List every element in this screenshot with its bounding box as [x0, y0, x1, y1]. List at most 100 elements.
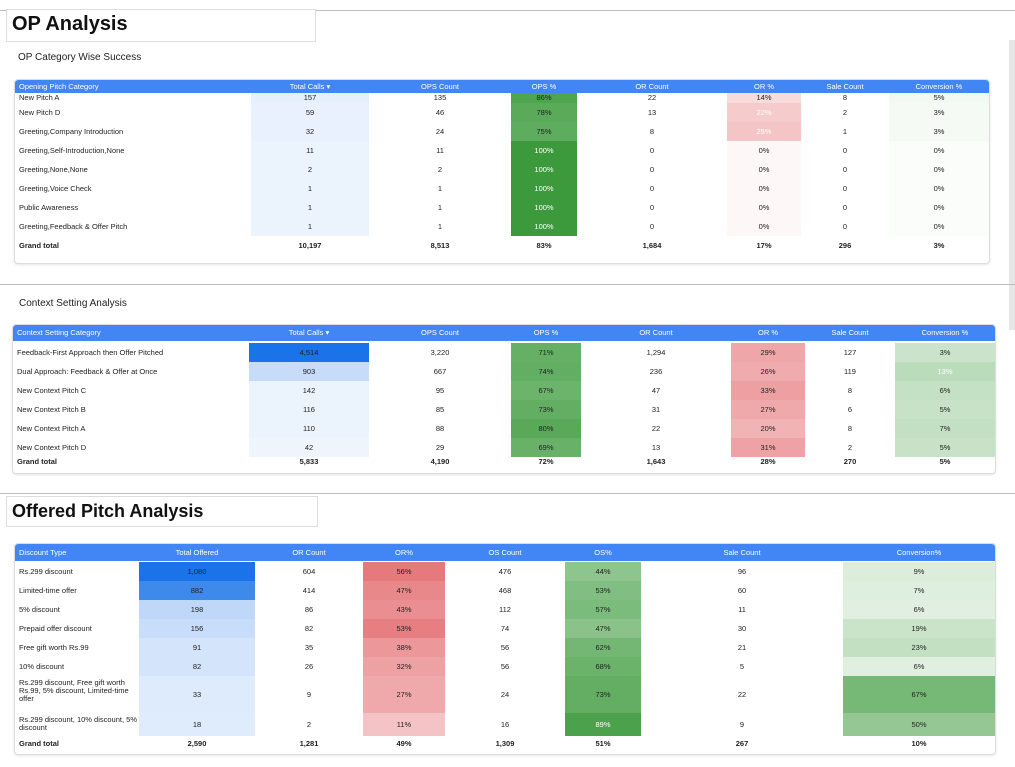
row-label: New Context Pitch A — [17, 424, 86, 433]
table-cell: 0% — [889, 198, 989, 217]
column-header: Sale Count — [723, 548, 761, 557]
grand-total-cell: 1,684 — [642, 241, 662, 250]
table-row[interactable]: Limited-time offer 882 414 47% 468 53% 60 7% — [15, 581, 995, 600]
table-row[interactable]: Rs.299 discount, Free gift worth Rs.99, … — [15, 676, 995, 713]
row-label: Public Awareness — [19, 203, 79, 212]
grand-total-row: Grand total 2,590 1,281 49% 1,309 51% 267 10% — [15, 737, 995, 751]
column-header[interactable]: Total Offered — [175, 548, 219, 557]
table-cell: 26% — [731, 362, 805, 381]
table-cell: 59 — [251, 103, 369, 122]
table-cell: 4,514 — [249, 343, 369, 362]
column-header[interactable]: Total Calls ▾ — [288, 328, 330, 337]
table-cell: 11 — [436, 146, 444, 155]
table-cell: 903 — [249, 362, 369, 381]
table-cell: 3% — [889, 103, 989, 122]
table-cell: 32 — [251, 122, 369, 141]
column-header: OPS Count — [421, 328, 459, 337]
row-label: Greeting,Self-Introduction,None — [19, 146, 125, 155]
column-header: OR % — [757, 328, 778, 337]
table-cell: 22 — [651, 424, 661, 433]
table-cell: 7% — [895, 419, 995, 438]
table-row[interactable]: 5% discount 198 86 43% 112 57% 11 6% — [15, 600, 995, 619]
table-cell: 127 — [843, 348, 857, 357]
table-cell: 0 — [842, 222, 848, 231]
table-cell: 23% — [843, 638, 995, 657]
table-cell: 78% — [511, 103, 577, 122]
column-header[interactable]: Total Calls ▾ — [289, 82, 331, 91]
op-category-subtitle: OP Category Wise Success — [18, 52, 142, 63]
table-cell: 27% — [363, 676, 445, 713]
table-row[interactable]: Greeting,Voice Check 1 1 100% 0 0% 0 0% — [15, 179, 989, 198]
table-cell: 73% — [565, 676, 641, 713]
table-cell: 100% — [511, 217, 577, 236]
table-cell: 29 — [435, 443, 445, 452]
table-cell: 20% — [731, 419, 805, 438]
table-row[interactable]: Rs.299 discount, 10% discount, 5% discou… — [15, 713, 995, 736]
column-header: OR Count — [292, 548, 326, 557]
table-cell: 57% — [565, 600, 641, 619]
table-cell: 156 — [139, 619, 255, 638]
table-cell: 1 — [437, 222, 443, 231]
table-row[interactable]: New Pitch D 59 46 78% 13 22% 2 3% — [15, 103, 989, 122]
grand-total-cell: 1,281 — [299, 739, 319, 748]
table-row[interactable]: Greeting,Self-Introduction,None 11 11 100% 0… — [15, 141, 989, 160]
grand-total-cell: 5% — [939, 457, 951, 466]
table-row[interactable]: Greeting,None,None 2 2 100% 0 0% 0 0% — [15, 160, 989, 179]
table-cell: 89% — [565, 713, 641, 736]
offered-pitch-header-box — [6, 496, 318, 527]
context-setting-subtitle: Context Setting Analysis — [19, 298, 127, 309]
row-label: New Context Pitch D — [17, 443, 87, 452]
table-row[interactable]: Free gift worth Rs.99 91 35 38% 56 62% 21 23% — [15, 638, 995, 657]
row-label: 5% discount — [19, 605, 60, 614]
table-row[interactable]: Prepaid offer discount 156 82 53% 74 47% 30 19% — [15, 619, 995, 638]
table-cell: 18 — [139, 713, 255, 736]
table-cell: 74% — [511, 362, 581, 381]
table-row[interactable]: 10% discount 82 26 32% 56 68% 5 6% — [15, 657, 995, 676]
table-cell: 0% — [727, 141, 801, 160]
grand-total-label: Grand total — [17, 457, 58, 466]
table-cell: 56 — [500, 662, 510, 671]
table-row[interactable]: Public Awareness 1 1 100% 0 0% 0 0% — [15, 198, 989, 217]
table-row[interactable]: Greeting,Company Introduction 32 24 75% 8 25%… — [15, 122, 989, 141]
column-header: Conversion% — [896, 548, 942, 557]
vertical-scrollbar[interactable] — [1009, 40, 1015, 330]
table-row[interactable]: Rs.299 discount 1,080 604 56% 476 44% 96 9% — [15, 562, 995, 581]
table-row[interactable]: New Context Pitch A 110 88 80% 22 20% 8 7% — [13, 419, 995, 438]
table-cell: 53% — [565, 581, 641, 600]
column-header: OR % — [753, 82, 774, 91]
table-cell: 6 — [847, 405, 853, 414]
grand-total-cell: 270 — [843, 457, 857, 466]
table-row[interactable]: New Pitch A 157 135 86% 22 14% 8 5% — [15, 93, 989, 103]
table-cell: 22 — [737, 690, 747, 699]
row-label: New Context Pitch B — [17, 405, 86, 414]
table-row[interactable]: Dual Approach: Feedback & Offer at Once 9… — [13, 362, 995, 381]
grand-total-cell: 10,197 — [298, 241, 322, 250]
table-row[interactable]: New Context Pitch D 42 29 69% 13 31% 2 5% — [13, 438, 995, 457]
column-header: Conversion % — [915, 82, 963, 91]
grand-total-cell: 3% — [933, 241, 945, 250]
table-cell: 468 — [498, 586, 512, 595]
table-cell: 0 — [649, 165, 655, 174]
table-cell: 1 — [251, 217, 369, 236]
table-row[interactable]: New Context Pitch B 116 85 73% 31 27% 6 5% — [13, 400, 995, 419]
table-cell: 8 — [847, 386, 853, 395]
table-row[interactable]: New Context Pitch C 142 95 67% 47 33% 8 6% — [13, 381, 995, 400]
table-cell: 0% — [727, 217, 801, 236]
table-row[interactable]: Greeting,Feedback & Offer Pitch 1 1 100% 0 0%… — [15, 217, 989, 236]
table-cell: 142 — [249, 381, 369, 400]
grand-total-cell: 83% — [536, 241, 552, 250]
table-cell: 88 — [435, 424, 445, 433]
table-cell: 33% — [731, 381, 805, 400]
table-row[interactable]: Feedback-First Approach then Offer Pitch… — [13, 343, 995, 362]
page-title: OP Analysis — [12, 13, 128, 35]
table-cell: 476 — [498, 567, 512, 576]
table-cell: 75% — [511, 122, 577, 141]
table-cell: 53% — [363, 619, 445, 638]
row-label: Greeting,Feedback & Offer Pitch — [19, 222, 128, 231]
column-header: OPS % — [531, 82, 557, 91]
table-cell: 21 — [737, 643, 747, 652]
table-cell: 882 — [139, 581, 255, 600]
table-cell: 2 — [842, 108, 848, 117]
table-cell: 3,220 — [430, 348, 450, 357]
table-cell: 95 — [435, 386, 445, 395]
